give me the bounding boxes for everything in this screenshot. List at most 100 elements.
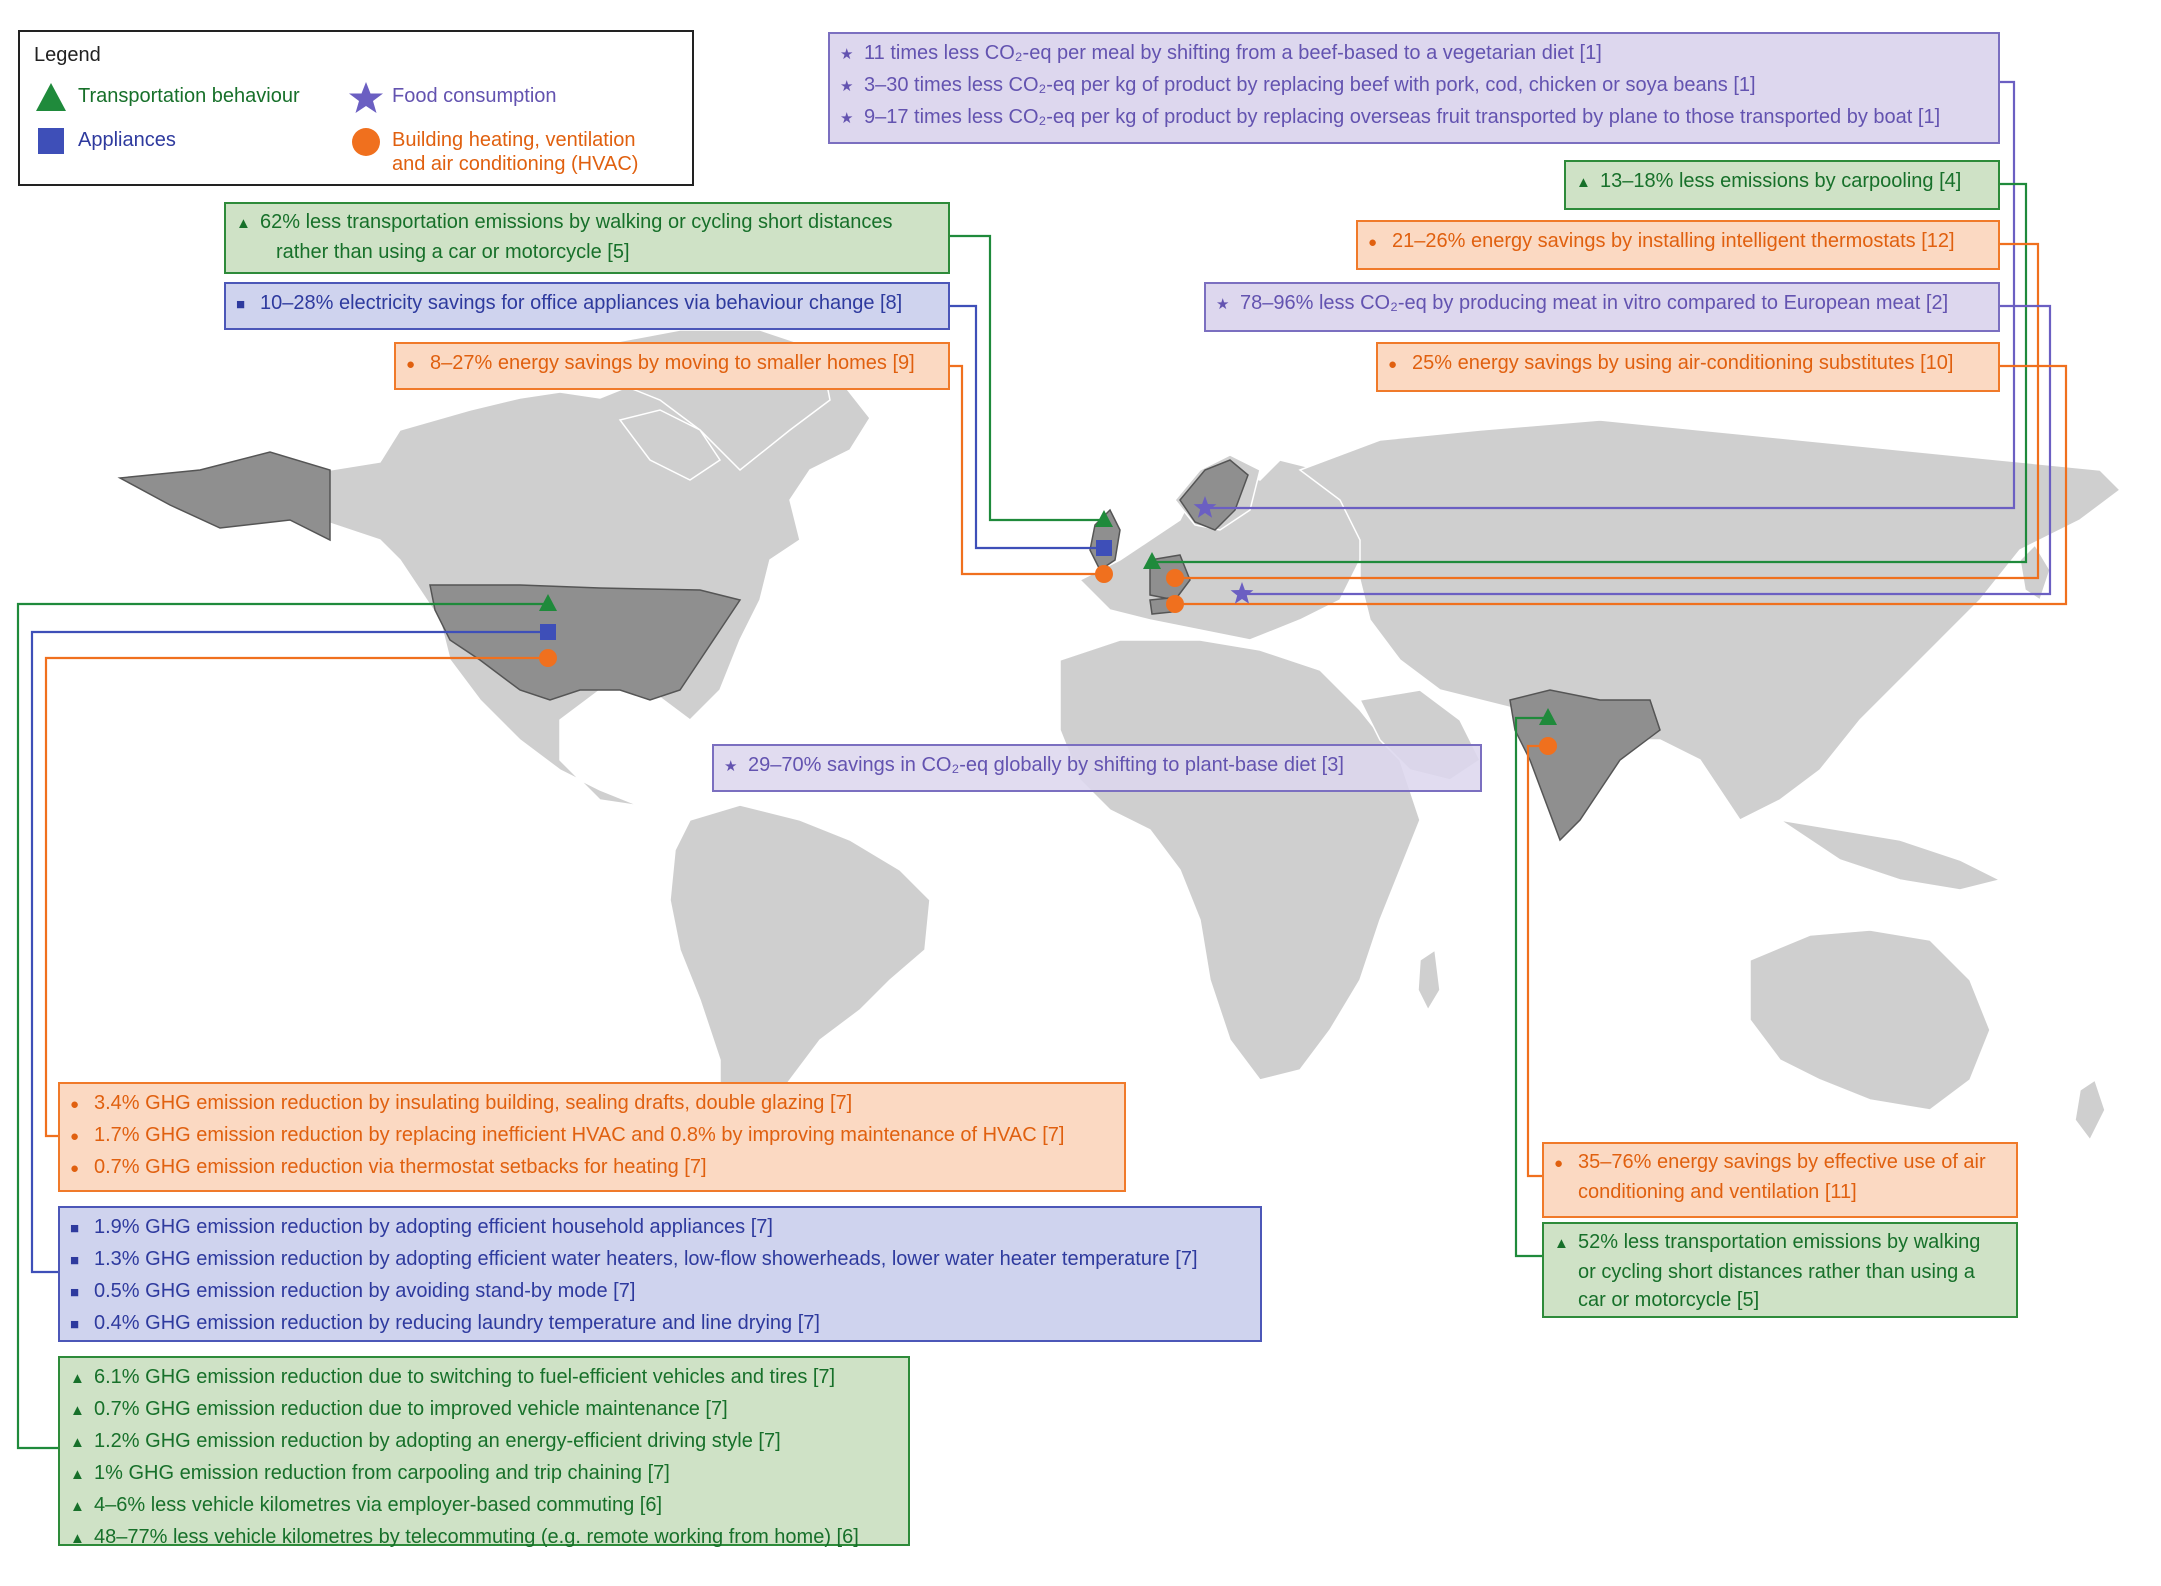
- info-row: ▲ 48–77% less vehicle kilometres by telec…: [70, 1522, 898, 1554]
- leader-line-india-walking: [1514, 716, 1548, 1258]
- leader-line-ac-substitutes: [1175, 364, 2068, 606]
- south-america-landmass: [669, 804, 931, 1152]
- carpooling-info-box: ▲ 13–18% less emissions by carpooling [4]: [1564, 160, 2000, 210]
- square-icon: [38, 128, 64, 154]
- triangle-icon: [1143, 552, 1161, 569]
- triangle-icon: [539, 594, 557, 611]
- info-row: ▲ 1.2% GHG emission reduction by adopting…: [70, 1426, 898, 1458]
- info-row: ▲ 4–6% less vehicle kilometres via employ…: [70, 1490, 898, 1522]
- triangle-icon: [1095, 510, 1113, 527]
- square-icon: ■: [236, 296, 246, 313]
- info-text: 1.2% GHG emission reduction by adopting …: [94, 1430, 781, 1452]
- info-row: conditioning and ventilation [11]: [1554, 1178, 2006, 1206]
- info-text: 11 times less CO₂-eq per meal by shiftin…: [864, 42, 1602, 64]
- legend-hvac-label-2: and air conditioning (HVAC): [392, 153, 639, 175]
- info-row: ▲ 1% GHG emission reduction from carpooli…: [70, 1458, 898, 1490]
- circle-icon: [352, 128, 380, 156]
- food-consumption-info-box: ★ 11 times less CO₂-eq per meal by shifti…: [828, 32, 2000, 144]
- info-row: ● 0.7% GHG emission reduction via thermos…: [70, 1152, 1114, 1184]
- leader-line-office-appliances: [950, 304, 1102, 550]
- us-appliances-info-box: ■ 1.9% GHG emission reduction by adopting…: [58, 1206, 1262, 1342]
- info-text: or cycling short distances rather than u…: [1578, 1261, 1975, 1283]
- australia-landmass: [1749, 929, 1991, 1111]
- circle-icon: [1166, 595, 1184, 613]
- in-vitro-meat-info-box: ★ 78–96% less CO₂-eq by producing meat in…: [1204, 282, 2000, 332]
- thermostat-info-box: ● 21–26% energy savings by installing int…: [1356, 220, 2000, 270]
- info-text: 13–18% less emissions by carpooling [4]: [1600, 170, 1962, 192]
- us-transportation-info-box: ▲ 6.1% GHG emission reduction due to swit…: [58, 1356, 910, 1548]
- us-hvac-info-box: ● 3.4% GHG emission reduction by insulati…: [58, 1082, 1126, 1192]
- info-row: ● 25% energy savings by using air-conditi…: [1388, 348, 1988, 380]
- info-row: ■ 0.4% GHG emission reduction by reducing…: [70, 1308, 1250, 1340]
- location-markers: [539, 496, 1557, 755]
- info-text: 8–27% energy savings by moving to smalle…: [430, 352, 915, 374]
- info-row: rather than using a car or motorcycle [5…: [236, 238, 938, 266]
- triangle-icon: ▲: [70, 1498, 85, 1515]
- info-text: 0.7% GHG emission reduction due to impro…: [94, 1398, 728, 1420]
- info-text: 1% GHG emission reduction from carpoolin…: [94, 1462, 670, 1484]
- circle-icon: ●: [70, 1096, 80, 1113]
- star-icon: [1193, 496, 1217, 518]
- india-highlight: [1509, 689, 1661, 842]
- circle-icon: [539, 649, 557, 667]
- leader-line-us-appliances: [30, 630, 548, 1274]
- info-row: car or motorcycle [5]: [1554, 1286, 2006, 1314]
- circle-icon: ●: [70, 1128, 80, 1145]
- triangle-icon: ▲: [70, 1370, 85, 1387]
- info-row: ★ 3–30 times less CO₂-eq per kg of produc…: [840, 70, 1988, 102]
- square-icon: ■: [70, 1220, 80, 1237]
- info-text: 48–77% less vehicle kilometres by teleco…: [94, 1526, 859, 1548]
- info-row: ▲ 62% less transportation emissions by wa…: [236, 208, 938, 238]
- legend-food-label: Food consumption: [392, 85, 557, 107]
- info-text: car or motorcycle [5]: [1578, 1289, 1760, 1311]
- info-text: 0.4% GHG emission reduction by reducing …: [94, 1312, 820, 1334]
- circle-icon: ●: [70, 1160, 80, 1177]
- info-text: 25% energy savings by using air-conditio…: [1412, 352, 1954, 374]
- legend-hvac-label-1: Building heating, ventilation: [392, 129, 636, 151]
- leader-line-carpooling: [1152, 182, 2028, 564]
- office-appliances-info-box: ■ 10–28% electricity savings for office a…: [224, 282, 950, 330]
- ac-substitutes-info-box: ● 25% energy savings by using air-conditi…: [1376, 342, 2000, 392]
- info-row: ● 3.4% GHG emission reduction by insulati…: [70, 1088, 1114, 1120]
- leader-line-india-ac: [1526, 744, 1548, 1178]
- info-text: 29–70% savings in CO₂-eq globally by shi…: [748, 754, 1344, 776]
- leader-line-us-transport: [16, 602, 548, 1450]
- leader-line-in-vitro: [1242, 304, 2052, 596]
- circle-icon: ●: [1368, 234, 1378, 251]
- star-icon: ★: [840, 46, 854, 63]
- india-ac-info-box: ● 35–76% energy savings by effective use …: [1542, 1142, 2018, 1218]
- info-text: 0.7% GHG emission reduction via thermost…: [94, 1156, 707, 1178]
- star-icon: ★: [840, 110, 854, 127]
- madagascar-landmass: [1417, 948, 1441, 1012]
- triangle-icon: ▲: [70, 1530, 85, 1547]
- circle-icon: ●: [1388, 356, 1398, 373]
- info-row: ▲ 6.1% GHG emission reduction due to swit…: [70, 1362, 898, 1394]
- info-text: 1.7% GHG emission reduction by replacing…: [94, 1124, 1065, 1146]
- info-row: ■ 1.9% GHG emission reduction by adopting…: [70, 1212, 1250, 1244]
- info-text: 52% less transportation emissions by wal…: [1578, 1231, 1981, 1253]
- info-row: ★ 29–70% savings in CO₂-eq globally by sh…: [724, 750, 1470, 782]
- plant-based-diet-info-box: ★ 29–70% savings in CO₂-eq globally by sh…: [712, 744, 1482, 792]
- star-icon: ★: [1216, 296, 1230, 313]
- info-text: 6.1% GHG emission reduction due to switc…: [94, 1366, 836, 1388]
- star-icon: [349, 82, 383, 113]
- triangle-icon: [36, 83, 66, 111]
- info-row: ● 35–76% energy savings by effective use …: [1554, 1148, 2006, 1178]
- leader-line-food-sweden: [1205, 80, 2016, 510]
- info-text: 1.9% GHG emission reduction by adopting …: [94, 1216, 773, 1238]
- info-row: ★ 11 times less CO₂-eq per meal by shifti…: [840, 38, 1988, 70]
- info-row: ★ 9–17 times less CO₂-eq per kg of produc…: [840, 102, 1988, 134]
- circle-icon: [1095, 565, 1113, 583]
- triangle-icon: ▲: [1576, 174, 1591, 191]
- star-icon: ★: [724, 758, 738, 775]
- leader-line-smaller-homes: [950, 364, 1100, 576]
- info-text: 3–30 times less CO₂-eq per kg of product…: [864, 74, 1756, 96]
- highlighted-countries: [117, 451, 1661, 842]
- info-text: 10–28% electricity savings for office ap…: [260, 292, 903, 314]
- star-icon: ★: [840, 78, 854, 95]
- info-text: 1.3% GHG emission reduction by adopting …: [94, 1248, 1198, 1270]
- asia-landmass: [1298, 419, 2122, 821]
- info-text: 78–96% less CO₂-eq by producing meat in …: [1240, 292, 1949, 314]
